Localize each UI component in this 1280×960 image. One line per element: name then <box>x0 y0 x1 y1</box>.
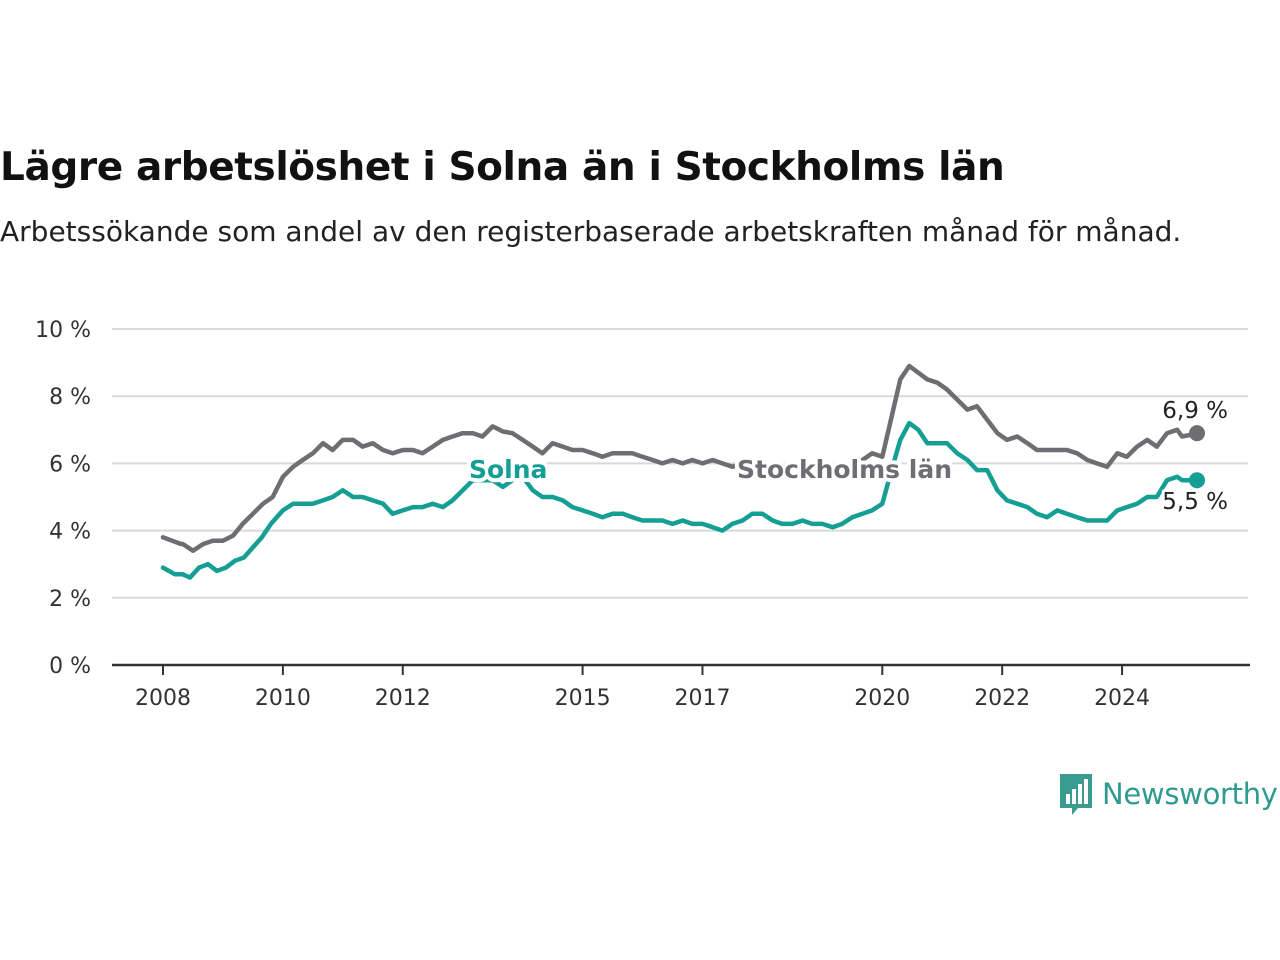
x-tick-label: 2017 <box>674 686 730 711</box>
x-tick-label: 2008 <box>135 686 191 711</box>
y-tick-label: 8 % <box>49 385 91 410</box>
x-tick-label: 2022 <box>974 686 1030 711</box>
series-label-solna: Solna <box>469 455 547 484</box>
y-axis-ticks: 0 % 2 % 4 % 6 % 8 % 10 % <box>35 318 91 679</box>
end-value-label-solna: 5,5 % <box>1162 489 1228 515</box>
chart-title: Lägre arbetslöshet i Solna än i Stockhol… <box>0 145 1005 190</box>
series-lines <box>160 363 1205 580</box>
series-line-solna <box>160 420 1200 580</box>
end-point-stockholms-lan <box>1189 425 1205 442</box>
series-label-stockholms-lan: Stockholms län <box>737 455 952 484</box>
y-tick-label: 0 % <box>49 654 91 679</box>
newsworthy-logo: Newsworthy <box>1058 772 1278 816</box>
x-axis-ticks: 2008 2010 2012 2015 2017 2020 2022 2024 <box>135 665 1150 711</box>
series-labels: Solna Stockholms län 6,9 % 5,5 % <box>465 395 1231 518</box>
logo-wordmark: Newsworthy <box>1102 777 1278 811</box>
y-tick-label: 10 % <box>35 318 91 343</box>
x-tick-label: 2020 <box>854 686 910 711</box>
x-tick-label: 2012 <box>375 686 431 711</box>
y-tick-label: 2 % <box>49 587 91 612</box>
y-tick-label: 6 % <box>49 452 91 477</box>
bar-chart-speech-bubble-icon <box>1060 774 1092 815</box>
series-line-stockholms-lan <box>160 363 1200 554</box>
x-tick-label: 2010 <box>255 686 311 711</box>
chart-subtitle: Arbetssökande som andel av den registerb… <box>0 215 1182 248</box>
y-tick-label: 4 % <box>49 520 91 545</box>
end-point-solna <box>1189 472 1205 489</box>
end-value-label-stockholms-lan: 6,9 % <box>1162 398 1228 424</box>
x-tick-label: 2024 <box>1094 686 1150 711</box>
x-tick-label: 2015 <box>555 686 611 711</box>
